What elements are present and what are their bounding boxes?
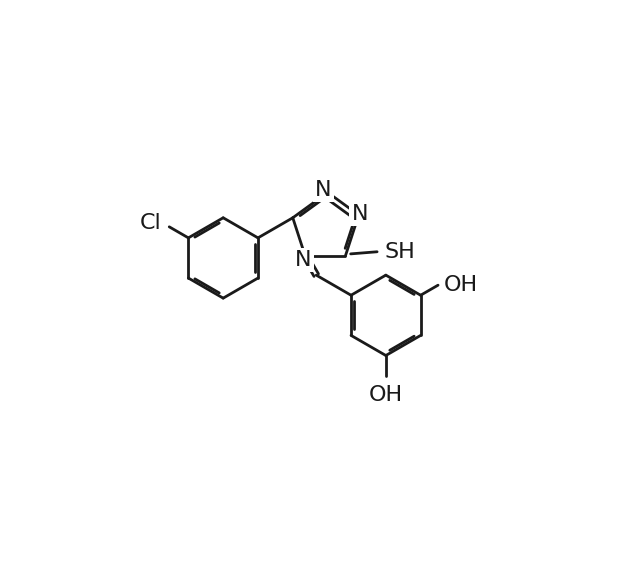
Text: N: N (315, 180, 332, 200)
Text: OH: OH (369, 384, 403, 405)
Text: OH: OH (444, 275, 478, 295)
Text: N: N (351, 203, 368, 223)
Text: N: N (295, 250, 311, 270)
Text: Cl: Cl (140, 213, 161, 233)
Text: SH: SH (385, 242, 416, 262)
